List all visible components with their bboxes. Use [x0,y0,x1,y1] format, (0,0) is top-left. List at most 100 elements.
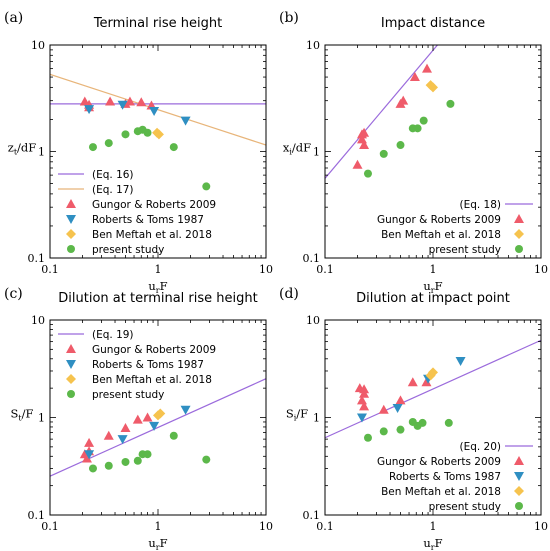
y-axis-label: zt/dF [8,141,37,157]
x-tick-label: 10 [534,520,548,533]
legend-entry: Ben Meftah et al. 2018 [381,229,524,241]
legend-entry: Gungor & Roberts 2009 [377,214,524,226]
y-axis-label: St/F [11,407,34,423]
data-point [356,413,367,423]
data-point [149,107,160,117]
data-point [396,141,405,150]
data-point [143,450,152,459]
legend-entry: present study [67,244,164,256]
x-axis-label: urF [148,279,167,295]
x-axis-label: urF [148,536,167,551]
data-point [104,139,113,148]
data-point [398,95,409,105]
data-point [136,97,147,107]
legend-marker-swatch [66,229,76,239]
y-tick-label: 0.1 [28,252,46,265]
legend-entry: Ben Meftah et al. 2018 [66,229,212,241]
plot-frame [49,44,267,259]
data-point [418,418,427,427]
panel-title: Impact distance [381,16,485,31]
legend-entry: present study [67,389,164,401]
data-point [81,453,92,463]
x-tick-label: 0.1 [316,520,334,533]
data-point [359,140,370,150]
data-point [180,116,191,126]
data-point [378,404,389,414]
x-tick-label: 10 [259,520,273,533]
data-markers [354,356,466,442]
data-point [117,435,128,445]
legend-marker-swatch [66,199,76,208]
legend-label: Roberts & Toms 1987 [92,214,204,226]
y-tick-label: 10 [31,39,45,52]
legend-entry: Gungor & Roberts 2009 [377,456,524,468]
legend-label: (Eq. 20) [459,441,501,453]
legend-entry: (Eq. 20) [459,441,533,453]
x-tick-label: 10 [534,263,548,276]
y-tick-label: 1 [313,412,320,425]
data-point [359,384,370,394]
legend-marker-swatch [514,214,524,223]
legend-entry: (Eq. 19) [58,329,134,341]
data-point [169,143,178,152]
data-point [143,128,152,137]
model-lines [325,339,541,439]
legend-entry: Roberts & Toms 1987 [66,214,204,226]
data-point [352,159,363,169]
data-point [88,143,97,152]
y-tick-label: 10 [306,39,320,52]
y-tick-label: 0.1 [28,509,46,522]
data-point [363,433,372,442]
legend-label: Gungor & Roberts 2009 [377,214,501,226]
legend-entry: (Eq. 17) [58,184,134,196]
data-point [428,82,438,93]
data-point [105,96,116,106]
data-point [392,404,403,414]
data-point [103,430,114,440]
data-markers [352,63,455,178]
legend-label: Gungor & Roberts 2009 [377,456,501,468]
data-point [444,418,453,427]
data-point [84,437,95,447]
legend-label: (Eq. 18) [459,199,501,211]
legend-marker-swatch [66,360,76,369]
data-point [124,96,135,106]
data-point [120,423,131,433]
data-point [104,461,113,470]
legend-entry: Roberts & Toms 1987 [389,471,524,483]
chart-panel: (a) Terminal rise height 0.1 1 10 0.1 1 10 urF zt… [4,10,273,295]
y-tick-label: 10 [31,314,45,327]
data-point [359,401,370,411]
legend-label: present study [429,501,501,513]
legend-label: Roberts & Toms 1987 [389,471,501,483]
data-point [356,395,367,405]
legend-marker-swatch [67,245,75,253]
data-markers [79,96,211,191]
x-tick-label: 1 [430,263,437,276]
legend: (Eq. 19) Gungor & Roberts 2009 Roberts & T… [58,329,216,401]
legend: (Eq. 18) Gungor & Roberts 2009 Ben Meftah … [377,199,533,256]
data-point [413,124,422,133]
data-point [407,377,418,387]
data-point [359,388,370,398]
legend-marker-swatch [67,390,75,398]
legend: (Eq. 16) (Eq. 17) Gungor & Roberts 2009 Rob… [58,169,216,256]
panel-letter: (d) [279,286,299,302]
x-tick-label: 1 [155,520,162,533]
legend-label: Ben Meftah et al. 2018 [381,229,501,241]
y-axis-label: xi/dF [283,141,311,157]
legend-entry: Ben Meftah et al. 2018 [66,374,212,386]
data-point [133,456,142,465]
data-point [363,169,372,178]
model-line [325,339,541,439]
data-point [396,425,405,434]
x-tick-label: 10 [259,263,273,276]
data-point [117,100,128,110]
legend-marker-swatch [66,215,76,224]
data-point [422,63,433,73]
y-tick-label: 1 [38,146,45,159]
legend-marker-swatch [514,229,524,239]
data-point [84,105,95,115]
x-axis-label: urF [423,279,442,295]
legend-marker-swatch [514,456,524,465]
